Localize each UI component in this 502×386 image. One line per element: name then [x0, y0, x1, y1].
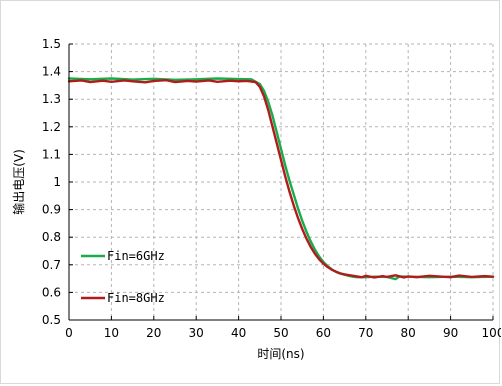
- legend: Fin=6GHz Fin=8GHz: [81, 249, 165, 305]
- x-tick-label: 40: [231, 326, 246, 340]
- series-layer: [67, 77, 495, 281]
- x-tick-label: 90: [443, 326, 458, 340]
- y-axis-title: 输出电压(V): [11, 149, 26, 215]
- x-tick-label: 50: [273, 326, 288, 340]
- y-tick-label: 0.8: [42, 230, 61, 244]
- y-tick-label: 1: [53, 175, 61, 189]
- y-tick-label: 1.3: [42, 92, 61, 106]
- y-tick-label: 1.4: [42, 65, 61, 79]
- x-tick-label: 100: [482, 326, 501, 340]
- y-tick-label: 0.5: [42, 313, 61, 327]
- y-tick-label: 0.6: [42, 285, 61, 299]
- x-tick-label: 0: [65, 326, 73, 340]
- y-tick-label: 0.7: [42, 258, 61, 272]
- legend-label-fin-6ghz: Fin=6GHz: [107, 249, 165, 263]
- x-tick-label: 80: [401, 326, 416, 340]
- x-tick-label: 70: [358, 326, 373, 340]
- x-axis-title: 时间(ns): [257, 347, 304, 361]
- grid-layer: [69, 43, 494, 320]
- y-tick-label: 1.2: [42, 120, 61, 134]
- legend-label-fin-8ghz: Fin=8GHz: [107, 291, 165, 305]
- series-line-fin-8ghz: [67, 78, 495, 279]
- axis-layer: 0 10 20 30 40 50 60 70 80 90 100 0.5 0.6 0.7 0.8 0.9 1 1.…: [42, 37, 501, 340]
- x-tick-label: 20: [146, 326, 161, 340]
- x-tick-label: 60: [316, 326, 331, 340]
- y-tick-label: 0.9: [42, 203, 61, 217]
- x-tick-label: 10: [104, 326, 119, 340]
- y-tick-label: 1.5: [42, 37, 61, 51]
- y-tick-label: 1.1: [42, 147, 61, 161]
- x-tick-label: 30: [189, 326, 204, 340]
